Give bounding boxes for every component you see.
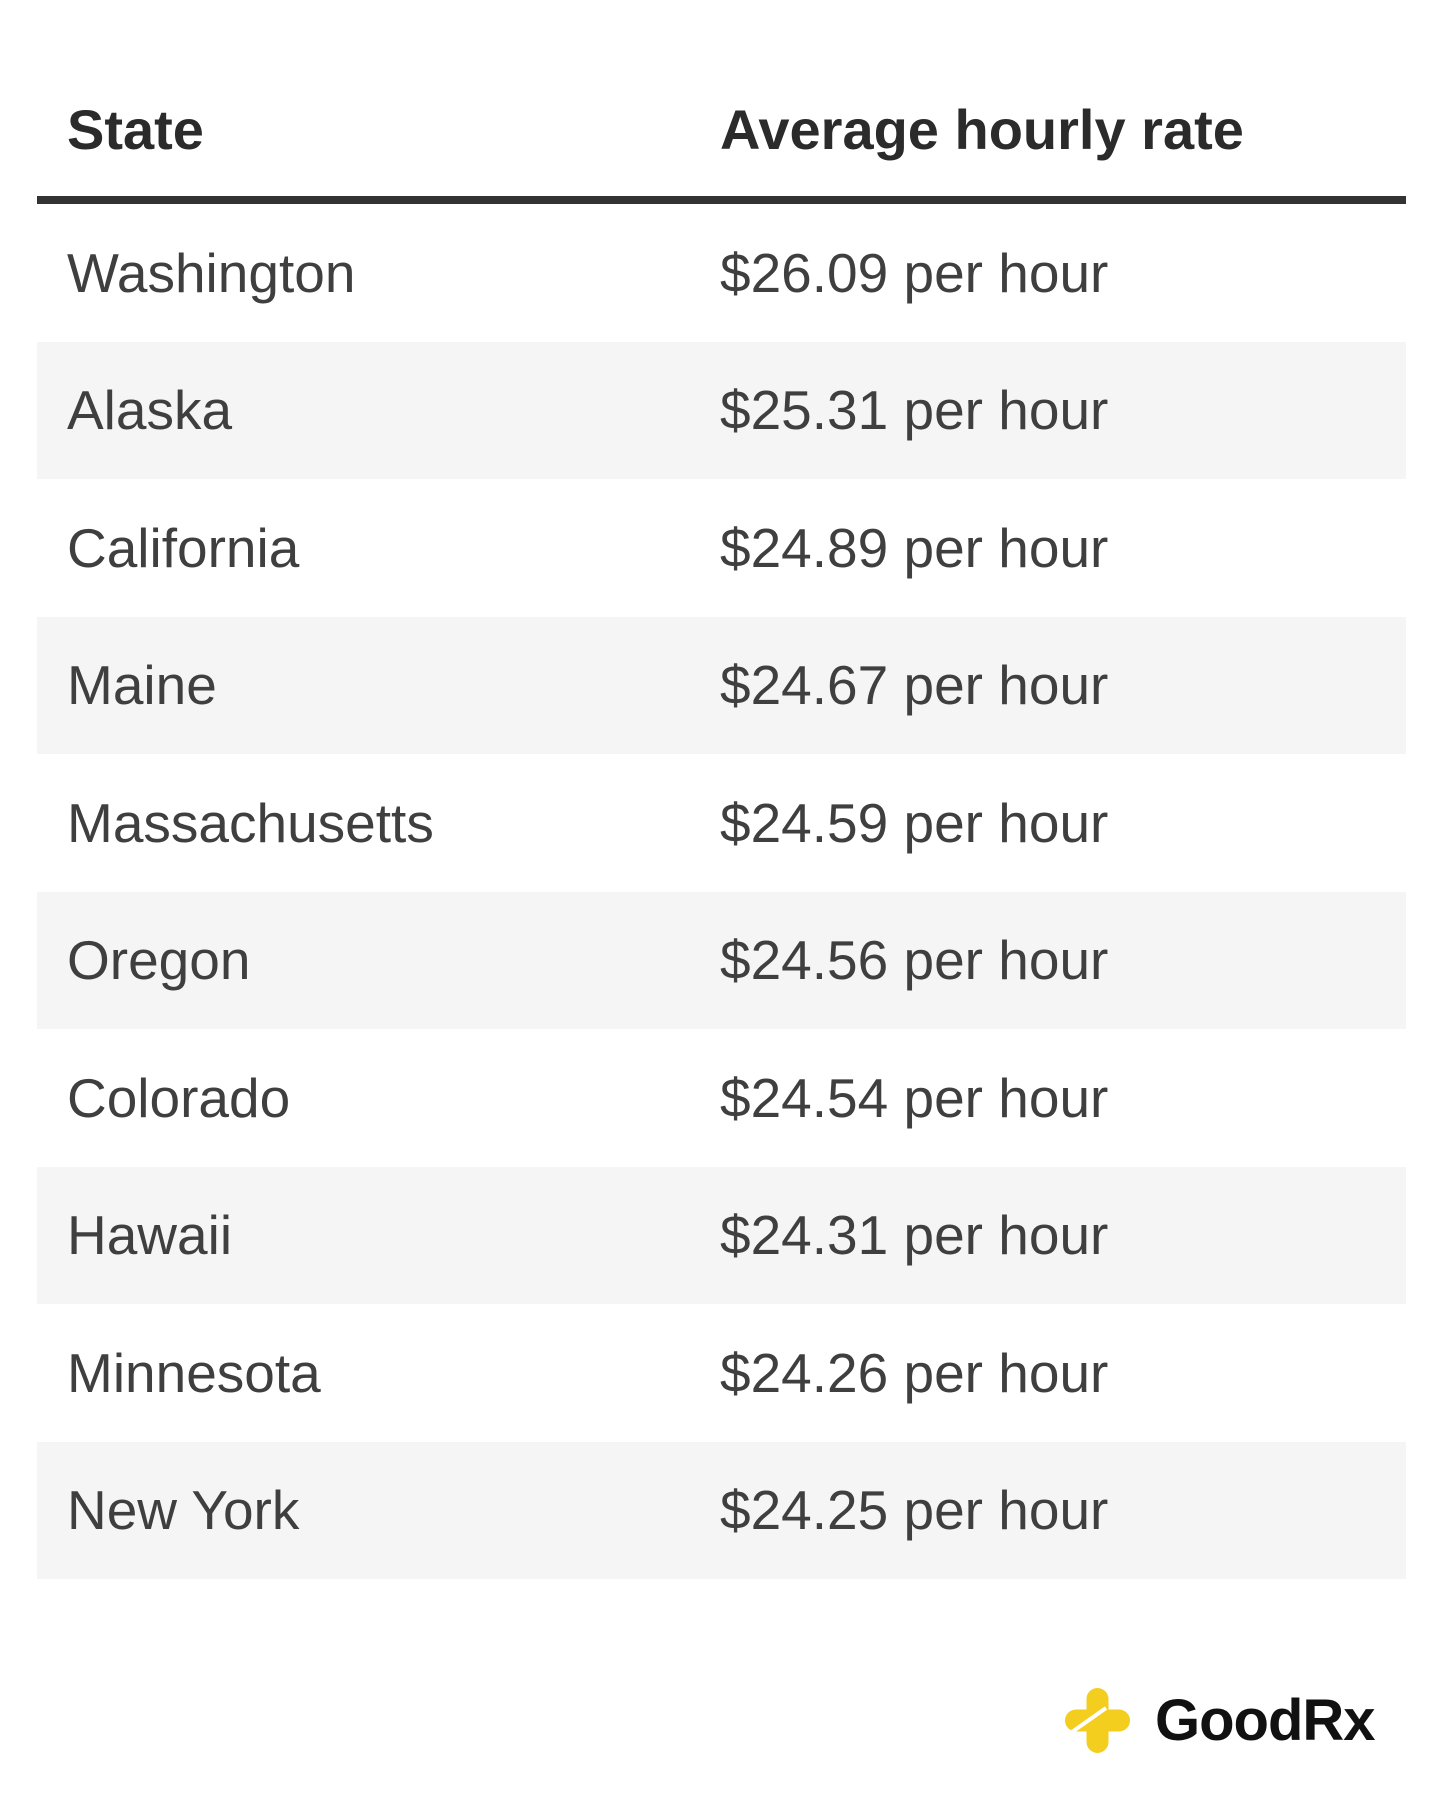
state-cell: Washington [67, 241, 356, 304]
column-header-state: State [67, 98, 204, 161]
state-cell: Colorado [67, 1066, 291, 1129]
rate-cell: $24.89 per hour [720, 516, 1109, 579]
rate-cell: $24.31 per hour [720, 1204, 1109, 1267]
table-row: Massachusetts $24.59 per hour [37, 754, 1406, 892]
table-row: Alaska $25.31 per hour [37, 341, 1406, 479]
table-row: Maine $24.67 per hour [37, 616, 1406, 754]
goodrx-logo-text: GoodRx [1155, 1688, 1376, 1753]
state-cell: Massachusetts [67, 791, 434, 854]
state-cell: Oregon [67, 929, 251, 992]
rate-cell: $24.54 per hour [720, 1066, 1109, 1129]
state-cell: Maine [67, 654, 217, 717]
rate-cell: $24.59 per hour [720, 791, 1109, 854]
table-row: New York $24.25 per hour [37, 1441, 1406, 1579]
table-row: Washington $26.09 per hour [37, 204, 1406, 342]
table-header-row: State Average hourly rate [37, 0, 1406, 204]
rate-cell: $24.26 per hour [720, 1341, 1109, 1404]
goodrx-logo: GoodRx [1065, 1688, 1376, 1753]
column-header-rate: Average hourly rate [720, 98, 1244, 161]
rate-cell: $24.67 per hour [720, 654, 1109, 717]
table-row: Hawaii $24.31 per hour [37, 1166, 1406, 1304]
state-cell: California [67, 516, 300, 579]
rate-cell: $24.25 per hour [720, 1479, 1109, 1542]
table-row: Minnesota $24.26 per hour [37, 1304, 1406, 1442]
rate-cell: $26.09 per hour [720, 241, 1109, 304]
state-cell: Alaska [67, 379, 233, 442]
goodrx-plus-icon [1065, 1688, 1130, 1753]
table-row: Oregon $24.56 per hour [37, 891, 1406, 1029]
state-cell: Hawaii [67, 1204, 233, 1267]
table-row: California $24.89 per hour [37, 479, 1406, 617]
table-row: Colorado $24.54 per hour [37, 1029, 1406, 1167]
rate-cell: $24.56 per hour [720, 929, 1109, 992]
state-cell: New York [67, 1479, 300, 1542]
state-cell: Minnesota [67, 1341, 321, 1404]
hourly-rate-table: State Average hourly rate Washington $26… [37, 0, 1406, 1579]
rate-cell: $25.31 per hour [720, 379, 1109, 442]
